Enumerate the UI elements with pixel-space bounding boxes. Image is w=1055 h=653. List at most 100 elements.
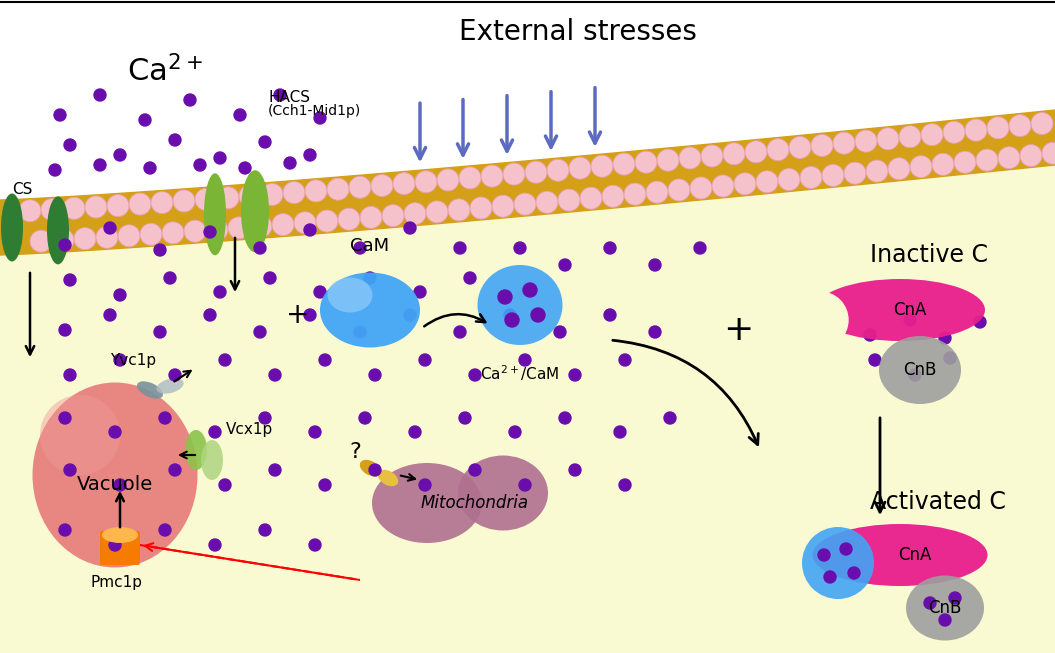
Circle shape xyxy=(840,543,852,555)
Circle shape xyxy=(558,189,580,211)
Circle shape xyxy=(228,217,250,239)
Circle shape xyxy=(64,369,76,381)
Circle shape xyxy=(369,369,381,381)
FancyArrowPatch shape xyxy=(424,314,485,326)
Circle shape xyxy=(569,157,591,179)
Text: Yvc1p: Yvc1p xyxy=(110,353,156,368)
Polygon shape xyxy=(0,0,1055,200)
Circle shape xyxy=(309,539,321,551)
Circle shape xyxy=(114,479,126,491)
Circle shape xyxy=(481,165,503,187)
Circle shape xyxy=(943,121,965,143)
Ellipse shape xyxy=(478,265,562,345)
Circle shape xyxy=(701,145,723,167)
Circle shape xyxy=(855,130,877,152)
Text: Inactive C: Inactive C xyxy=(870,243,987,267)
Circle shape xyxy=(668,179,690,201)
Circle shape xyxy=(569,464,581,476)
Ellipse shape xyxy=(241,170,269,252)
Ellipse shape xyxy=(40,395,120,475)
Ellipse shape xyxy=(1,193,23,261)
Circle shape xyxy=(314,286,326,298)
Circle shape xyxy=(74,228,96,249)
Circle shape xyxy=(194,159,206,171)
Ellipse shape xyxy=(33,383,197,567)
Ellipse shape xyxy=(360,460,380,476)
Circle shape xyxy=(723,143,745,165)
Circle shape xyxy=(848,567,860,579)
Circle shape xyxy=(254,326,266,338)
Text: CnA: CnA xyxy=(898,546,932,564)
Circle shape xyxy=(269,369,281,381)
Circle shape xyxy=(459,167,481,189)
Ellipse shape xyxy=(47,197,69,264)
Text: CnB: CnB xyxy=(903,361,937,379)
Circle shape xyxy=(1009,115,1031,136)
Circle shape xyxy=(657,149,679,171)
Circle shape xyxy=(184,220,206,242)
Circle shape xyxy=(469,369,481,381)
Circle shape xyxy=(371,174,394,197)
Circle shape xyxy=(974,316,986,328)
Circle shape xyxy=(239,185,261,207)
Circle shape xyxy=(509,426,521,438)
Circle shape xyxy=(694,242,706,254)
Text: (Cch1-Mid1p): (Cch1-Mid1p) xyxy=(268,104,361,118)
Circle shape xyxy=(304,224,316,236)
Circle shape xyxy=(129,193,151,215)
Ellipse shape xyxy=(327,278,372,313)
Circle shape xyxy=(469,197,492,219)
Circle shape xyxy=(939,614,951,626)
Text: Activated C: Activated C xyxy=(870,490,1005,514)
Circle shape xyxy=(59,239,71,251)
Circle shape xyxy=(976,149,998,171)
Circle shape xyxy=(382,204,404,227)
Circle shape xyxy=(505,313,519,327)
Ellipse shape xyxy=(816,279,985,341)
Circle shape xyxy=(109,426,121,438)
Circle shape xyxy=(49,164,61,176)
Circle shape xyxy=(649,326,661,338)
Circle shape xyxy=(998,147,1020,168)
Circle shape xyxy=(939,332,951,344)
Circle shape xyxy=(151,191,173,214)
Circle shape xyxy=(1042,142,1055,164)
Circle shape xyxy=(464,272,476,284)
Text: HACS: HACS xyxy=(268,90,310,105)
Circle shape xyxy=(519,479,531,491)
Circle shape xyxy=(264,272,276,284)
Circle shape xyxy=(169,134,181,146)
Circle shape xyxy=(204,309,216,321)
Circle shape xyxy=(789,136,811,159)
Circle shape xyxy=(954,151,976,173)
Circle shape xyxy=(437,169,459,191)
Circle shape xyxy=(162,222,184,244)
Circle shape xyxy=(624,183,646,205)
Circle shape xyxy=(514,193,536,215)
Circle shape xyxy=(63,197,85,219)
Circle shape xyxy=(664,412,676,424)
Circle shape xyxy=(354,326,366,338)
Circle shape xyxy=(169,369,181,381)
Text: +: + xyxy=(723,313,753,347)
Circle shape xyxy=(877,128,899,150)
Circle shape xyxy=(309,426,321,438)
Circle shape xyxy=(154,244,166,256)
Circle shape xyxy=(454,326,466,338)
Text: CnB: CnB xyxy=(928,599,962,617)
Circle shape xyxy=(536,191,558,214)
Circle shape xyxy=(164,272,176,284)
Circle shape xyxy=(415,171,437,193)
Circle shape xyxy=(419,354,431,366)
Circle shape xyxy=(864,329,876,341)
Circle shape xyxy=(254,242,266,254)
Ellipse shape xyxy=(372,463,482,543)
Circle shape xyxy=(274,89,286,101)
Circle shape xyxy=(404,222,416,234)
Circle shape xyxy=(523,283,537,297)
Circle shape xyxy=(234,109,246,121)
Circle shape xyxy=(965,119,987,141)
Circle shape xyxy=(305,180,327,202)
Circle shape xyxy=(217,187,239,209)
Circle shape xyxy=(114,354,126,366)
